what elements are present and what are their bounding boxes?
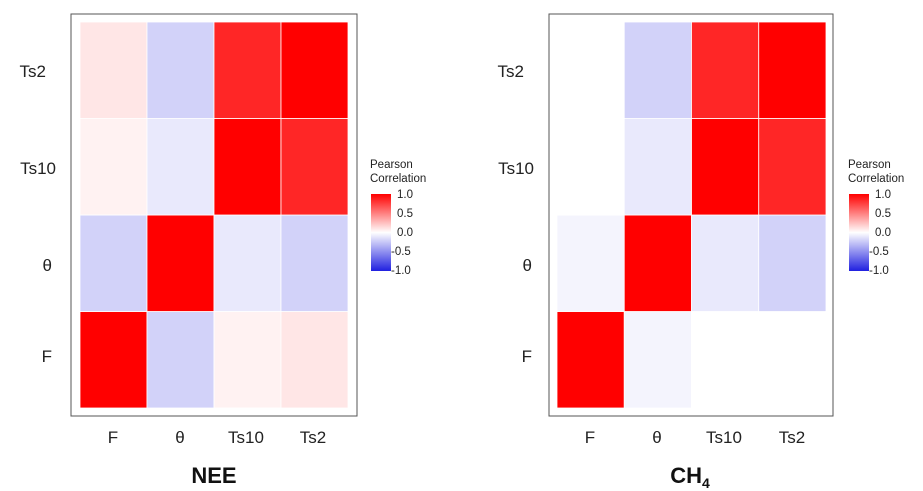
heatmap-panel-ch4: Ts2 Ts10 θ F F θ Ts10 Ts2 Pearson Correl… (498, 13, 904, 491)
y-tick-label: F (522, 347, 532, 366)
heatmap-cell (213, 214, 282, 312)
legend-tick-label: 0.5 (397, 208, 413, 220)
heatmap-cell (691, 214, 760, 312)
legend-tick-label: 0.0 (875, 227, 891, 239)
legend-tick-label: 0.5 (875, 208, 891, 220)
legend-tick-label: -1.0 (391, 265, 411, 277)
heatmap-cell (146, 214, 215, 312)
heatmap-frame (548, 13, 834, 417)
panel-title-subscript: 4 (702, 475, 710, 491)
heatmap-cell (556, 311, 625, 409)
x-tick-label: Ts2 (300, 428, 326, 447)
heatmap-cell (146, 118, 215, 216)
heatmap-cell (758, 118, 827, 216)
x-tick-label: Ts10 (706, 428, 742, 447)
heatmap-cell (79, 214, 148, 312)
legend-title-line-2: Correlation (848, 173, 904, 185)
heatmap-cell (623, 311, 692, 409)
legend-colorbar (371, 194, 391, 271)
legend-tick-label: -0.5 (869, 246, 889, 258)
legend-tick-label: -1.0 (869, 265, 889, 277)
heatmap-cell (623, 118, 692, 216)
legend-tick-label: -0.5 (391, 246, 411, 258)
y-tick-label: Ts2 (20, 62, 46, 81)
x-tick-label: Ts10 (228, 428, 264, 447)
y-tick-label: Ts10 (498, 159, 534, 178)
heatmap-cell (79, 21, 148, 119)
heatmap-cell (213, 21, 282, 119)
heatmap-cell (623, 21, 692, 119)
legend-title-line-2: Correlation (370, 173, 426, 185)
legend-title-line-1: Pearson (848, 159, 891, 171)
panel-title-text: NEE (191, 463, 236, 488)
heatmap-cells (79, 21, 349, 409)
x-tick-label: θ (652, 428, 661, 447)
heatmap-cell (556, 214, 625, 312)
panel-title-ch4: CH4 (670, 463, 710, 491)
heatmap-cell (213, 118, 282, 216)
heatmap-cell (691, 118, 760, 216)
panel-title-nee: NEE (191, 463, 236, 488)
heatmap-cell (146, 21, 215, 119)
heatmap-cell (691, 311, 760, 409)
legend-title-line-1: Pearson (370, 159, 413, 171)
heatmap-cell (280, 214, 349, 312)
heatmap-cell (79, 118, 148, 216)
heatmap-cell (556, 118, 625, 216)
color-legend: Pearson Correlation 1.0 0.5 0.0 -0.5 -1.… (848, 159, 904, 277)
heatmap-cell (758, 214, 827, 312)
heatmap-cell (623, 214, 692, 312)
legend-tick-label: 0.0 (397, 227, 413, 239)
heatmap-cell (79, 311, 148, 409)
heatmap-cell (758, 21, 827, 119)
y-tick-label: θ (43, 256, 52, 275)
legend-tick-label: 1.0 (397, 189, 413, 201)
heatmap-cell (758, 311, 827, 409)
heatmap-cell (280, 311, 349, 409)
x-tick-label: Ts2 (779, 428, 805, 447)
heatmap-cell (280, 21, 349, 119)
heatmap-cell (556, 21, 625, 119)
color-legend: Pearson Correlation 1.0 0.5 0.0 -0.5 -1.… (370, 159, 426, 277)
y-tick-label: Ts10 (20, 159, 56, 178)
heatmap-panel-nee: Ts2 Ts10 θ F F θ Ts10 Ts2 Pearson Correl… (20, 13, 426, 488)
heatmap-cell (213, 311, 282, 409)
x-tick-label: F (108, 428, 118, 447)
x-tick-label: F (585, 428, 595, 447)
heatmap-cell (691, 21, 760, 119)
legend-tick-label: 1.0 (875, 189, 891, 201)
y-tick-label: F (42, 347, 52, 366)
heatmap-cell (280, 118, 349, 216)
panel-title-text: CH (670, 463, 702, 488)
legend-colorbar (849, 194, 869, 271)
y-tick-label: θ (523, 256, 532, 275)
heatmap-cell (146, 311, 215, 409)
x-tick-label: θ (175, 428, 184, 447)
y-tick-label: Ts2 (498, 62, 524, 81)
heatmap-frame (70, 13, 358, 417)
heatmap-cells (556, 21, 827, 409)
